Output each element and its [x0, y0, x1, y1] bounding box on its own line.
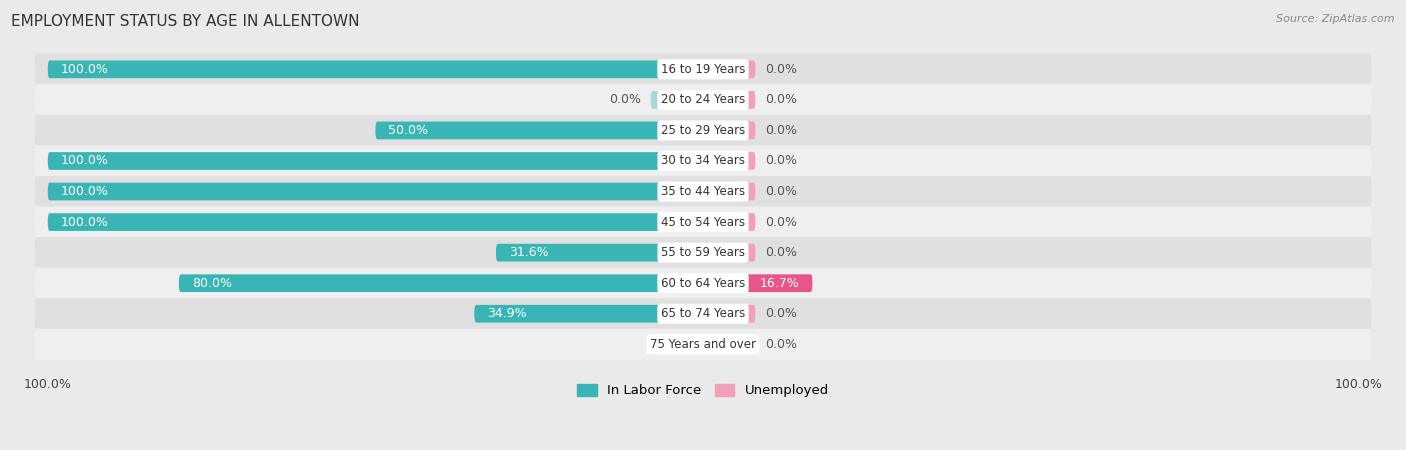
Text: 0.0%: 0.0% — [765, 94, 797, 106]
FancyBboxPatch shape — [48, 213, 703, 231]
Text: 0.0%: 0.0% — [765, 124, 797, 137]
Text: 0.0%: 0.0% — [765, 63, 797, 76]
Text: 31.6%: 31.6% — [509, 246, 548, 259]
FancyBboxPatch shape — [179, 274, 703, 292]
FancyBboxPatch shape — [692, 335, 703, 353]
FancyBboxPatch shape — [703, 305, 755, 323]
FancyBboxPatch shape — [35, 207, 1371, 238]
FancyBboxPatch shape — [474, 305, 703, 323]
Text: 100.0%: 100.0% — [1334, 378, 1382, 391]
Text: 34.9%: 34.9% — [488, 307, 527, 320]
Text: 25 to 29 Years: 25 to 29 Years — [661, 124, 745, 137]
Text: 0.0%: 0.0% — [609, 94, 641, 106]
FancyBboxPatch shape — [651, 91, 703, 109]
FancyBboxPatch shape — [496, 244, 703, 261]
FancyBboxPatch shape — [35, 328, 1371, 360]
Text: 35 to 44 Years: 35 to 44 Years — [661, 185, 745, 198]
Text: 16.7%: 16.7% — [759, 277, 800, 290]
Text: 0.0%: 0.0% — [765, 185, 797, 198]
FancyBboxPatch shape — [703, 60, 755, 78]
Text: 0.0%: 0.0% — [765, 246, 797, 259]
FancyBboxPatch shape — [35, 115, 1371, 146]
FancyBboxPatch shape — [48, 152, 703, 170]
Text: 30 to 34 Years: 30 to 34 Years — [661, 154, 745, 167]
Text: 75 Years and over: 75 Years and over — [650, 338, 756, 351]
FancyBboxPatch shape — [375, 122, 703, 140]
Text: 0.0%: 0.0% — [765, 154, 797, 167]
FancyBboxPatch shape — [703, 244, 755, 261]
FancyBboxPatch shape — [35, 268, 1371, 299]
FancyBboxPatch shape — [703, 122, 755, 140]
Text: 100.0%: 100.0% — [60, 185, 108, 198]
FancyBboxPatch shape — [48, 183, 703, 200]
Text: 65 to 74 Years: 65 to 74 Years — [661, 307, 745, 320]
Legend: In Labor Force, Unemployed: In Labor Force, Unemployed — [571, 379, 835, 403]
Text: 20 to 24 Years: 20 to 24 Years — [661, 94, 745, 106]
FancyBboxPatch shape — [35, 298, 1371, 329]
FancyBboxPatch shape — [35, 54, 1371, 85]
FancyBboxPatch shape — [35, 84, 1371, 116]
FancyBboxPatch shape — [703, 274, 813, 292]
FancyBboxPatch shape — [703, 335, 755, 353]
Text: 0.0%: 0.0% — [765, 338, 797, 351]
Text: 0.0%: 0.0% — [765, 307, 797, 320]
Text: 16 to 19 Years: 16 to 19 Years — [661, 63, 745, 76]
FancyBboxPatch shape — [703, 213, 755, 231]
Text: 80.0%: 80.0% — [191, 277, 232, 290]
FancyBboxPatch shape — [703, 183, 755, 200]
Text: 45 to 54 Years: 45 to 54 Years — [661, 216, 745, 229]
Text: EMPLOYMENT STATUS BY AGE IN ALLENTOWN: EMPLOYMENT STATUS BY AGE IN ALLENTOWN — [11, 14, 360, 28]
Text: 100.0%: 100.0% — [24, 378, 72, 391]
Text: 0.0%: 0.0% — [765, 216, 797, 229]
Text: 100.0%: 100.0% — [60, 154, 108, 167]
FancyBboxPatch shape — [703, 91, 755, 109]
Text: 50.0%: 50.0% — [388, 124, 429, 137]
FancyBboxPatch shape — [35, 237, 1371, 268]
Text: 1.7%: 1.7% — [650, 338, 682, 351]
Text: 100.0%: 100.0% — [60, 63, 108, 76]
Text: 60 to 64 Years: 60 to 64 Years — [661, 277, 745, 290]
Text: 100.0%: 100.0% — [60, 216, 108, 229]
Text: 55 to 59 Years: 55 to 59 Years — [661, 246, 745, 259]
FancyBboxPatch shape — [35, 176, 1371, 207]
Text: Source: ZipAtlas.com: Source: ZipAtlas.com — [1277, 14, 1395, 23]
FancyBboxPatch shape — [35, 145, 1371, 176]
FancyBboxPatch shape — [703, 152, 755, 170]
FancyBboxPatch shape — [48, 60, 703, 78]
